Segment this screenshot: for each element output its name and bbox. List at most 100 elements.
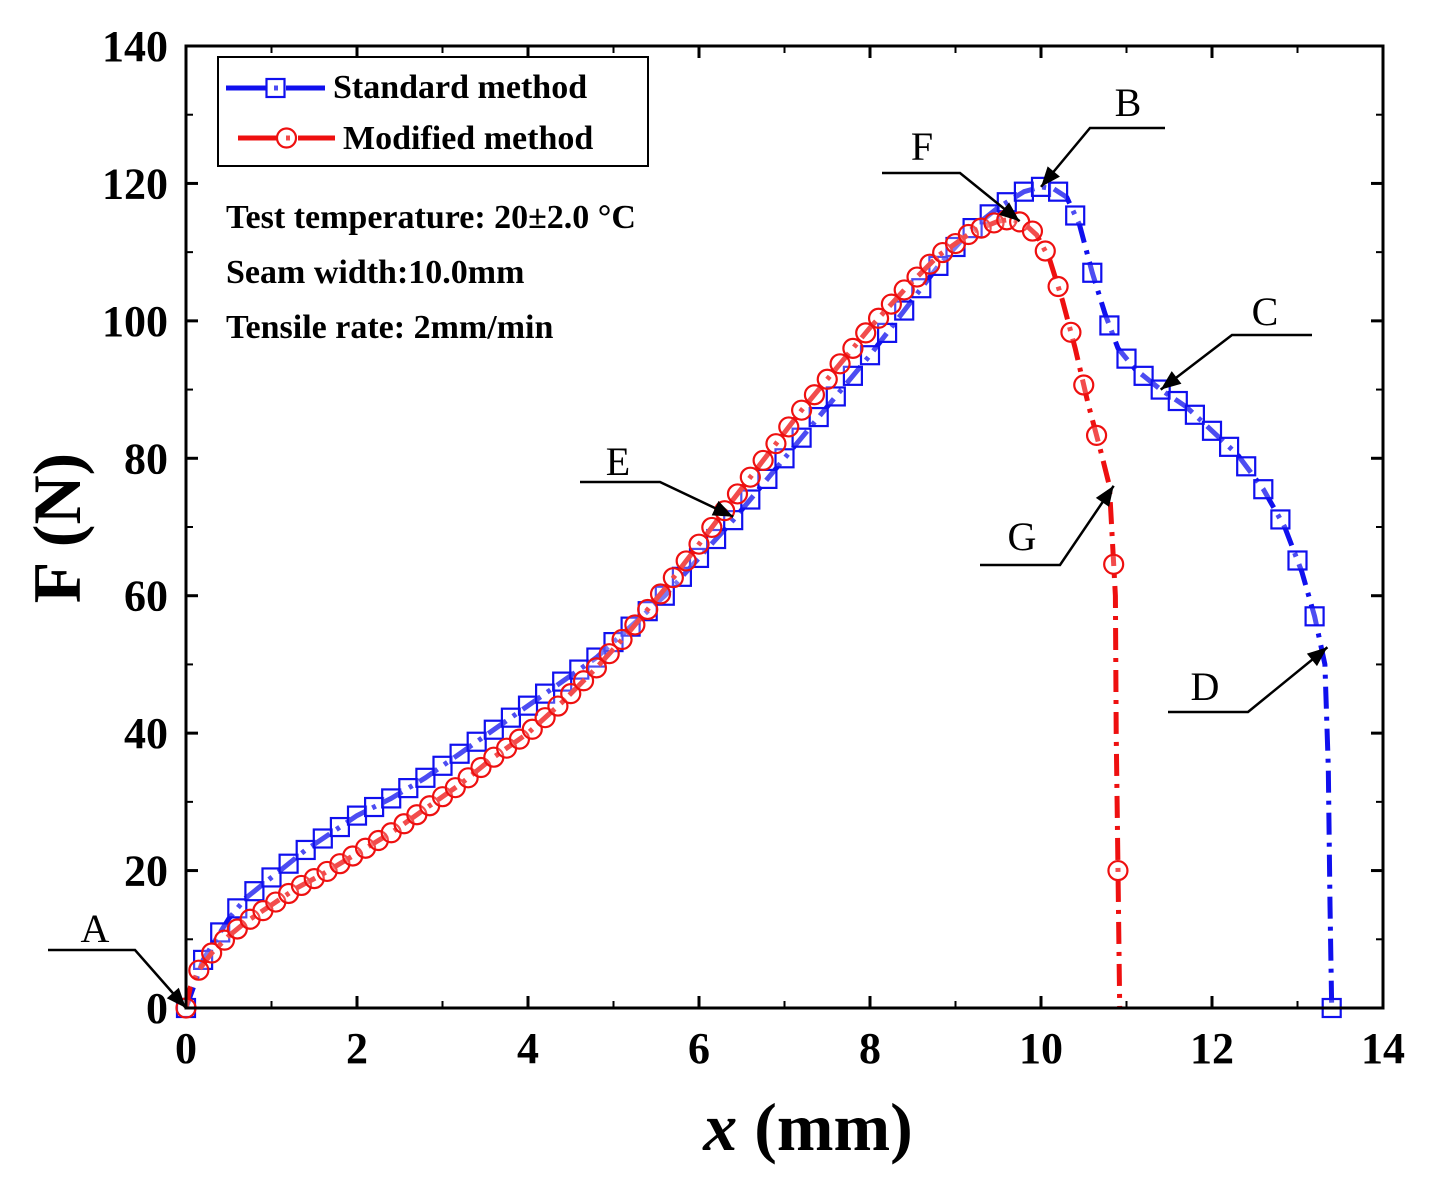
data-point — [778, 416, 800, 438]
data-point — [859, 345, 881, 366]
legend-label-standard: Standard method — [333, 69, 587, 106]
arrow-head — [166, 987, 186, 1008]
data-point — [1133, 365, 1154, 386]
data-point — [649, 583, 672, 605]
x-tick-label: 10 — [1019, 1024, 1063, 1073]
x-axis-title: x (mm) — [702, 1089, 913, 1165]
data-point — [1103, 553, 1125, 575]
data-point — [880, 293, 902, 315]
data-point — [1107, 859, 1129, 882]
data-point — [201, 942, 223, 964]
annotation-b: B — [1040, 80, 1165, 188]
data-point — [569, 659, 590, 680]
series-layer — [175, 176, 1342, 1019]
data-point — [1201, 420, 1223, 441]
note-tensile-rate: Tensile rate: 2mm/min — [226, 309, 553, 346]
data-point — [364, 796, 385, 818]
data-point — [1167, 390, 1188, 412]
data-point — [1218, 436, 1240, 457]
data-point — [983, 212, 1005, 234]
data-point — [1184, 404, 1206, 425]
annotation-f: F — [882, 124, 1021, 223]
data-point — [415, 767, 436, 788]
leader-line — [980, 485, 1115, 567]
data-point — [808, 406, 829, 428]
leader-line — [882, 171, 1021, 223]
data-point — [611, 628, 633, 651]
data-point — [188, 959, 210, 981]
annotation-g: G — [980, 485, 1115, 567]
data-point — [662, 567, 684, 589]
annotations: A B C D E F G — [48, 80, 1329, 1009]
point-label: G — [1008, 514, 1037, 559]
data-point — [701, 516, 723, 539]
y-axis-title: F (N) — [19, 453, 95, 603]
annotation-d: D — [1168, 646, 1329, 714]
legend-label-modified: Modified method — [343, 120, 593, 157]
note-temperature: Test temperature: 20±2.0 °C — [226, 199, 636, 236]
point-label: F — [911, 124, 933, 169]
data-point — [970, 217, 992, 239]
legend-swatch-modified — [238, 127, 335, 149]
point-label: E — [606, 439, 630, 484]
plot-frame — [184, 44, 1385, 1010]
point-label: C — [1252, 289, 1279, 334]
data-point — [726, 483, 749, 505]
data-point — [1060, 321, 1082, 343]
data-point — [1253, 479, 1274, 500]
data-point — [534, 683, 556, 704]
annotation-a: A — [48, 906, 187, 1009]
data-point — [466, 731, 487, 752]
arrow-head — [1160, 371, 1182, 390]
data-point — [675, 550, 697, 572]
data-point — [500, 707, 521, 728]
annotation-e: E — [580, 439, 734, 518]
data-point — [829, 353, 851, 375]
data-point — [329, 816, 350, 838]
y-tick-label: 60 — [124, 572, 168, 621]
point-label: B — [1115, 80, 1142, 125]
legend-swatch-standard — [226, 77, 325, 99]
data-point — [893, 279, 915, 301]
legend-marker — [265, 77, 286, 99]
y-tick-label: 100 — [102, 297, 168, 346]
data-point — [398, 778, 419, 799]
data-point — [816, 368, 838, 390]
data-point — [346, 805, 368, 826]
data-point — [739, 466, 761, 488]
leader-line — [1159, 333, 1312, 391]
annotation-c: C — [1159, 289, 1312, 391]
arrow-head — [711, 500, 734, 517]
data-point — [1082, 262, 1103, 283]
data-point — [911, 278, 932, 299]
data-point — [688, 533, 710, 555]
data-point — [547, 695, 569, 717]
y-tick-label: 20 — [124, 847, 168, 896]
data-point — [1116, 348, 1137, 369]
data-point — [1270, 509, 1291, 530]
data-point — [1304, 606, 1325, 627]
arrow-head — [999, 202, 1020, 222]
data-point — [867, 307, 890, 329]
data-point — [1065, 205, 1086, 226]
data-point — [1013, 181, 1035, 202]
data-point — [381, 788, 402, 809]
arrow-head — [1095, 485, 1114, 507]
leader-line — [580, 480, 734, 518]
data-point — [1085, 424, 1108, 446]
x-tick-label: 8 — [859, 1024, 881, 1073]
data-point — [803, 384, 826, 406]
arrow-head — [1306, 647, 1328, 667]
data-point — [752, 449, 774, 472]
data-point — [842, 337, 864, 359]
data-point — [432, 755, 453, 776]
y-tick-label: 140 — [102, 22, 168, 71]
data-point — [637, 598, 659, 621]
data-point — [624, 614, 646, 636]
data-point — [560, 683, 582, 705]
data-point — [572, 670, 595, 692]
x-tick-label: 2 — [346, 1024, 368, 1073]
data-point — [295, 839, 316, 861]
